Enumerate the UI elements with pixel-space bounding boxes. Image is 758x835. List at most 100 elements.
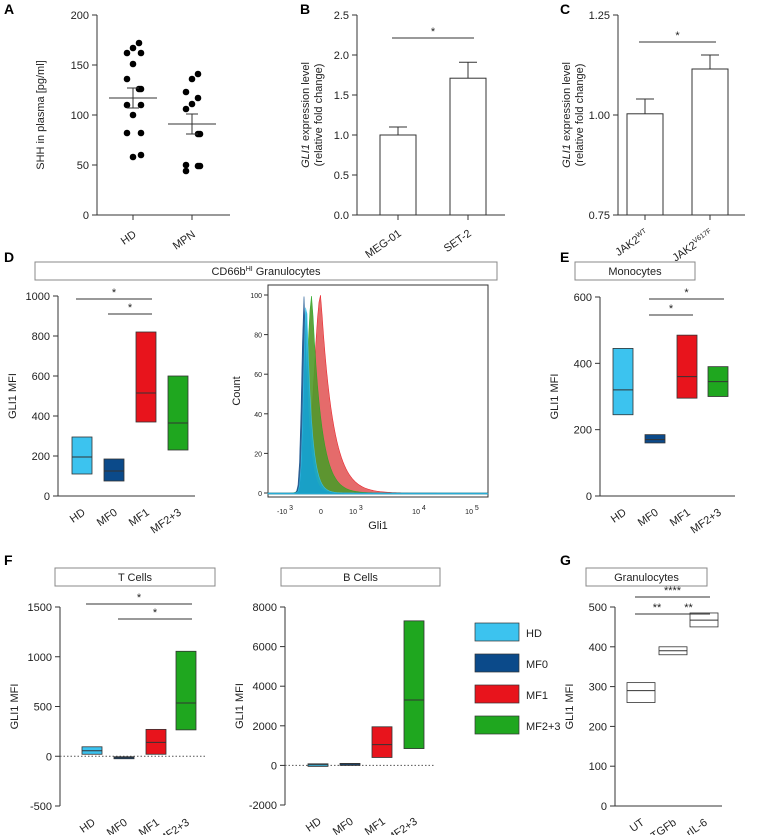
y-tick-label: 0.5 (334, 170, 349, 182)
y-tick-label: -2000 (249, 800, 277, 812)
data-point (123, 129, 131, 137)
data-point (196, 130, 204, 138)
box (167, 375, 189, 451)
legend-label: MF2+3 (526, 721, 561, 733)
x-tick-label: MF0 (636, 507, 661, 529)
x-tick-label: rIL-6 (684, 817, 709, 835)
x-tick-label: MF0 (95, 507, 120, 529)
data-point (196, 162, 204, 170)
x-tick-label: -10 3 (277, 505, 293, 516)
data-point (188, 100, 196, 108)
y-tick-label: 2.0 (334, 50, 349, 62)
y-tick-label: 0 (271, 760, 277, 772)
title-rest: Granulocytes (253, 266, 321, 278)
y-tick-label: 200 (71, 10, 89, 22)
data-point (137, 129, 145, 137)
y-tick-label: 100 (589, 761, 607, 773)
significance-label: * (669, 303, 674, 315)
data-point (129, 111, 137, 119)
x-tick-sup: WT (635, 227, 649, 239)
y-axis-label: GLI1 MFI (564, 684, 576, 730)
bar (379, 134, 417, 216)
y-tick-label: 4000 (253, 681, 277, 693)
data-point (182, 105, 190, 113)
x-tick-label: 10 4 (412, 505, 426, 516)
legend-swatch (474, 715, 520, 735)
y-tick-label: 200 (32, 451, 50, 463)
box (403, 620, 425, 749)
y-tick-label: 6000 (253, 642, 277, 654)
x-tick-sup: 3 (287, 505, 293, 512)
y-axis-label-line2: (relative fold change) (313, 64, 325, 167)
y-tick-label: 400 (32, 411, 50, 423)
y-tick-label: 100 (71, 110, 89, 122)
x-tick-label: MPN (171, 229, 198, 253)
x-tick-label: MF2+3 (689, 507, 724, 537)
panel-label: A (4, 1, 14, 17)
box (135, 331, 157, 423)
x-tick-label: HD (78, 817, 98, 835)
x-tick-label: MEG-01 (363, 228, 403, 261)
data-point (129, 60, 137, 68)
legend-label: HD (526, 628, 542, 640)
box (644, 434, 666, 444)
y-tick-label: 50 (77, 160, 89, 172)
x-axis-label: Gli1 (368, 520, 388, 532)
y-axis-label: GLI1 MFI (7, 373, 19, 419)
y-tick-label: 0 (83, 210, 89, 222)
data-point (129, 44, 137, 52)
significance-label: * (112, 287, 117, 299)
y-tick-label: 200 (574, 425, 592, 437)
data-point (182, 88, 190, 96)
y-axis-label: GLI1 MFI (234, 683, 246, 729)
data-point (194, 94, 202, 102)
x-tick-label: HD (68, 507, 88, 526)
y-tick-label: 80 (254, 333, 262, 340)
x-tick-label: MF0 (331, 816, 356, 835)
y-tick-label: 1000 (28, 652, 52, 664)
y-axis-label: SHH in plasma [pg/ml] (35, 60, 47, 169)
panel-label: E (560, 249, 569, 265)
significance-label: * (675, 30, 680, 42)
y-axis-label: Count (231, 376, 243, 405)
y-tick-label: -500 (30, 801, 52, 813)
data-point (182, 167, 190, 175)
data-point (135, 39, 143, 47)
x-tick-label: 10 5 (465, 505, 479, 516)
panel-label: F (4, 552, 13, 568)
bar (449, 77, 487, 216)
significance-label: * (431, 26, 436, 38)
panel-title-box (54, 567, 216, 587)
y-tick-label: 0 (46, 751, 52, 763)
y-tick-label: 1500 (28, 602, 52, 614)
box (371, 726, 393, 758)
panel-label: D (4, 249, 14, 265)
significance-label: * (137, 592, 142, 604)
x-tick-sup: 3 (357, 505, 363, 512)
data-point (137, 151, 145, 159)
y-tick-label: 0 (586, 491, 592, 503)
panel-title-box (574, 261, 696, 281)
legend-label: MF1 (526, 690, 548, 702)
y-tick-label: 1.0 (334, 130, 349, 142)
data-point (137, 49, 145, 57)
significance-label: * (684, 287, 689, 299)
panel-title: B Cells (343, 572, 378, 584)
y-axis-label: GLI1 MFI (9, 684, 21, 730)
data-point (182, 161, 190, 169)
panel-label: G (560, 552, 571, 568)
title-sup: HI (246, 266, 253, 273)
box (612, 348, 634, 416)
x-tick-label: JAK2WT (613, 227, 651, 259)
y-tick-label: 800 (32, 331, 50, 343)
y-tick-label: 100 (250, 293, 262, 300)
y-tick-label: 8000 (253, 602, 277, 614)
panel-title-box (34, 261, 498, 281)
x-tick-sup: 4 (420, 505, 426, 512)
x-tick-label: MF2+3 (149, 507, 184, 537)
y-tick-label: 1000 (26, 291, 50, 303)
data-point (137, 85, 145, 93)
histogram-HD (267, 307, 489, 495)
panel-title: T Cells (118, 572, 153, 584)
